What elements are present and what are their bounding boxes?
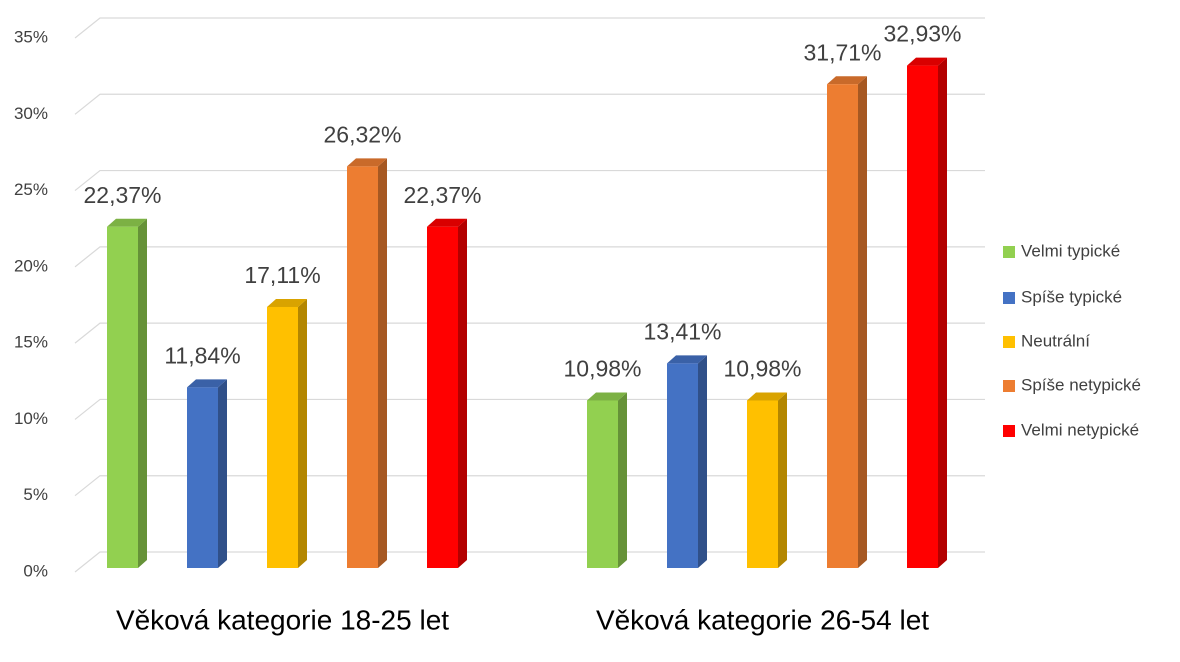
value-label: 22,37% [83,182,161,208]
grid-line [74,17,985,39]
bar-side [698,355,707,568]
value-label: 32,93% [883,21,961,47]
bar-top [587,392,627,401]
bar-side [218,379,227,568]
bar-side [458,218,467,569]
bar-side [298,298,307,568]
bar-side [778,392,787,568]
legend-swatch [1003,336,1015,348]
legend-label: Neutrální [1021,331,1090,350]
grid-line [74,322,985,344]
bar [587,400,618,568]
bar-top [667,355,707,364]
bar-top [827,76,867,85]
value-label: 13,41% [643,318,721,344]
x-tick-label: Věková kategorie 26-54 let [596,604,929,635]
legend-swatch [1003,380,1015,392]
bar-top [427,218,467,227]
bar [907,65,938,569]
legend-label: Spíše typické [1021,287,1122,306]
legend-swatch [1003,425,1015,437]
bar [827,84,858,569]
y-tick-label: 15% [14,333,48,352]
value-label: 22,37% [403,182,481,208]
value-label: 10,98% [723,356,801,382]
bar [667,363,698,568]
grid-line [74,93,985,115]
x-tick-label: Věková kategorie 18-25 let [116,604,449,635]
bar-side [858,76,867,569]
y-tick-label: 5% [23,485,48,504]
y-tick-label: 35% [14,27,48,46]
legend-label: Spíše netypické [1021,375,1141,394]
bar [427,226,458,569]
bar [347,166,378,568]
y-tick-label: 25% [14,180,48,199]
bar-top [907,57,947,66]
bar [747,400,778,568]
value-label: 11,84% [164,342,240,368]
value-label: 26,32% [323,122,401,148]
bar-side [938,57,947,569]
bar-side [138,218,147,569]
bar-side [618,392,627,568]
grid-line [74,169,985,192]
bar [187,387,218,568]
legend-swatch [1003,292,1015,304]
bar-top [347,158,387,167]
grid-line [74,246,985,268]
value-label: 10,98% [563,356,641,382]
y-tick-label: 0% [23,561,48,580]
y-tick-label: 20% [14,256,48,275]
bar [267,306,298,568]
bar-top [747,392,787,401]
bar-side [378,158,387,568]
value-label: 31,71% [803,39,881,65]
bar [107,226,138,569]
bar-top [187,379,227,388]
value-label: 17,11% [244,262,320,288]
y-tick-label: 30% [14,104,48,123]
bar-top [267,298,307,307]
legend-swatch [1003,246,1015,258]
legend-label: Velmi netypické [1021,420,1139,439]
legend-label: Velmi typické [1021,241,1120,260]
y-tick-label: 10% [14,409,48,428]
bar-top [107,218,147,227]
